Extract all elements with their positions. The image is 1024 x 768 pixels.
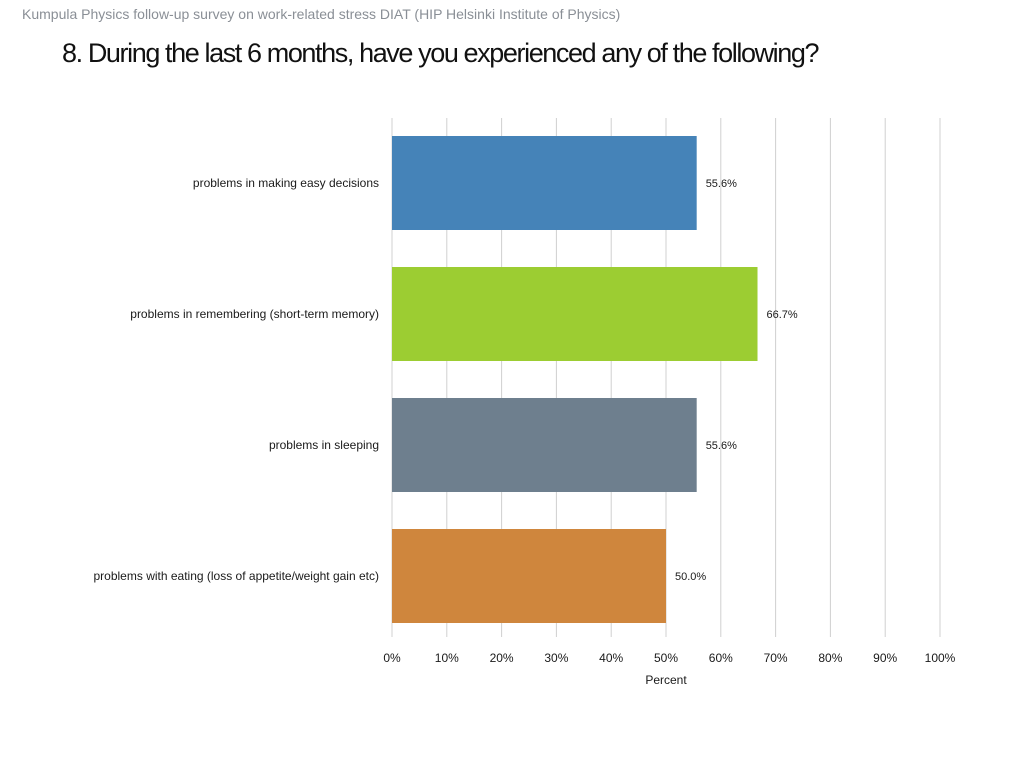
bar-3 [392,398,697,492]
x-tick-label-8: 80% [818,651,842,665]
x-tick-label-7: 70% [764,651,788,665]
x-tick-label-10: 100% [925,651,956,665]
x-tick-label-6: 60% [709,651,733,665]
x-tick-label-3: 30% [544,651,568,665]
x-tick-label-1: 10% [435,651,459,665]
x-tick-label-9: 90% [873,651,897,665]
category-label-4: problems with eating (loss of appetite/w… [94,569,380,583]
category-label-3: problems in sleeping [269,438,379,452]
x-tick-label-0: 0% [383,651,401,665]
value-label-4: 50.0% [675,571,706,583]
bar-1 [392,136,697,230]
value-label-1: 55.6% [706,178,737,190]
category-label-1: problems in making easy decisions [193,176,379,190]
category-label-2: problems in remembering (short-term memo… [130,307,379,321]
chart-title: 8. During the last 6 months, have you ex… [62,38,820,68]
x-tick-label-2: 20% [490,651,514,665]
bar-2 [392,267,758,361]
bar-4 [392,529,666,623]
value-label-2: 66.7% [767,309,798,321]
survey-header: Kumpula Physics follow-up survey on work… [22,6,621,22]
x-tick-label-4: 40% [599,651,623,665]
x-axis-title: Percent [645,673,687,687]
x-tick-label-5: 50% [654,651,678,665]
value-label-3: 55.6% [706,440,737,452]
